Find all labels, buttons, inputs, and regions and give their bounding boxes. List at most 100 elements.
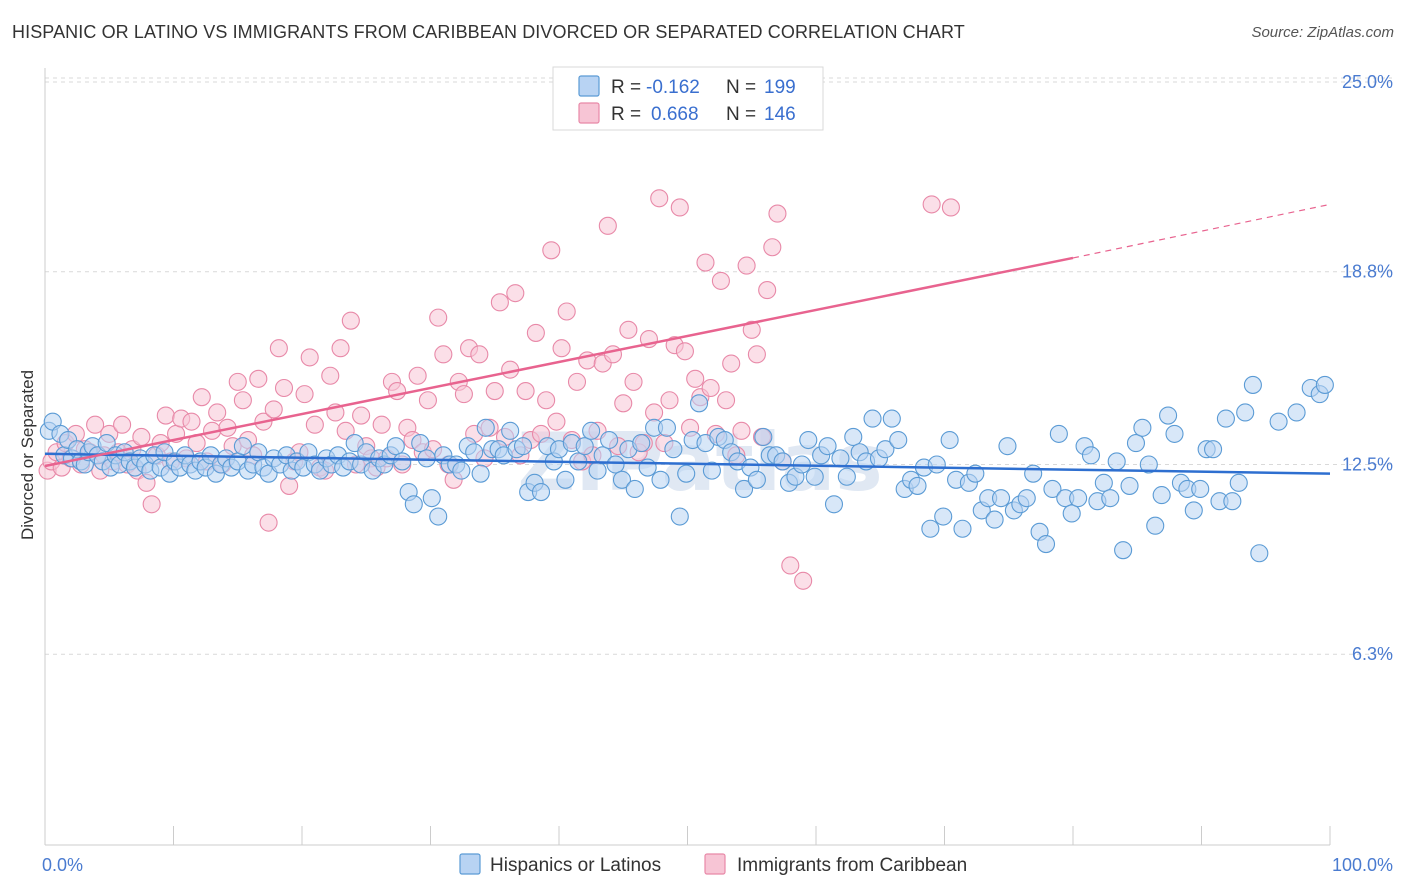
point-caribbean bbox=[670, 198, 689, 217]
point-caribbean bbox=[696, 253, 715, 272]
point-hispanic bbox=[657, 418, 676, 437]
point-caribbean bbox=[352, 406, 371, 425]
point-hispanic bbox=[1269, 412, 1288, 431]
y-axis-label: Divorced or Separated bbox=[18, 370, 37, 540]
point-caribbean bbox=[228, 372, 247, 391]
point-caribbean bbox=[156, 406, 175, 425]
point-hispanic bbox=[1204, 440, 1223, 459]
point-caribbean bbox=[758, 281, 777, 300]
point-hispanic bbox=[1114, 541, 1133, 560]
point-caribbean bbox=[192, 388, 211, 407]
point-hispanic bbox=[824, 495, 844, 514]
point-hispanic bbox=[593, 446, 612, 465]
y-tick-label-0: 6.3% bbox=[1352, 644, 1393, 664]
point-caribbean bbox=[331, 339, 350, 358]
point-caribbean bbox=[485, 382, 504, 401]
point-caribbean bbox=[768, 204, 787, 223]
point-hispanic bbox=[1133, 418, 1152, 437]
point-caribbean bbox=[747, 345, 766, 364]
point-hispanic bbox=[411, 434, 430, 453]
point-caribbean bbox=[269, 339, 288, 358]
point-hispanic bbox=[429, 507, 448, 526]
point-hispanic bbox=[908, 476, 927, 495]
point-caribbean bbox=[470, 345, 489, 364]
point-hispanic bbox=[670, 507, 689, 526]
point-caribbean bbox=[249, 369, 268, 388]
point-caribbean bbox=[274, 378, 294, 398]
legend-n-label-blue: N = bbox=[726, 77, 756, 98]
point-hispanic bbox=[1139, 455, 1158, 474]
point-hispanic bbox=[1287, 403, 1306, 422]
point-hispanic bbox=[1236, 403, 1255, 422]
point-hispanic bbox=[677, 464, 696, 483]
point-caribbean bbox=[516, 382, 535, 401]
point-caribbean bbox=[341, 311, 360, 330]
legend-n-value-pink: 146 bbox=[764, 104, 796, 125]
point-caribbean bbox=[614, 394, 633, 413]
point-caribbean bbox=[142, 495, 161, 514]
point-caribbean bbox=[941, 198, 960, 217]
point-caribbean bbox=[429, 308, 448, 327]
point-caribbean bbox=[526, 323, 545, 342]
point-caribbean bbox=[132, 427, 151, 447]
point-caribbean bbox=[567, 372, 587, 391]
point-hispanic bbox=[1049, 424, 1068, 443]
point-hispanic bbox=[612, 470, 632, 489]
legend-swatch-blue bbox=[578, 75, 600, 97]
point-hispanic bbox=[97, 434, 116, 453]
point-hispanic bbox=[1165, 424, 1184, 443]
point-hispanic bbox=[588, 461, 607, 480]
point-hispanic bbox=[582, 421, 601, 440]
point-hispanic bbox=[386, 437, 405, 456]
point-hispanic bbox=[1017, 489, 1036, 508]
point-caribbean bbox=[547, 412, 566, 431]
point-hispanic bbox=[664, 440, 683, 459]
point-hispanic bbox=[1081, 446, 1101, 465]
point-caribbean bbox=[372, 415, 391, 434]
point-hispanic bbox=[837, 467, 856, 486]
point-hispanic bbox=[991, 489, 1011, 508]
point-hispanic bbox=[476, 418, 495, 437]
point-hispanic bbox=[844, 427, 863, 447]
point-caribbean bbox=[542, 241, 561, 260]
point-caribbean bbox=[722, 354, 741, 373]
legend-r-label-pink: R = bbox=[611, 104, 641, 125]
point-hispanic bbox=[1094, 473, 1113, 492]
point-hispanic bbox=[1107, 452, 1126, 471]
trend-line-hispanic bbox=[44, 452, 1331, 475]
trend-line-caribbean-extension bbox=[1072, 203, 1331, 259]
point-caribbean bbox=[434, 345, 453, 364]
legend-n-label-pink: N = bbox=[726, 104, 756, 125]
point-hispanic bbox=[465, 443, 484, 462]
point-caribbean bbox=[264, 400, 283, 419]
point-hispanic bbox=[513, 437, 533, 456]
point-caribbean bbox=[686, 369, 705, 388]
point-hispanic bbox=[638, 458, 657, 477]
point-hispanic bbox=[1243, 375, 1262, 394]
source-label: Source: ZipAtlas.com bbox=[1251, 24, 1394, 41]
x-tick-label-1: 100.0% bbox=[1332, 855, 1393, 875]
point-caribbean bbox=[233, 391, 252, 410]
point-hispanic bbox=[233, 437, 252, 456]
point-caribbean bbox=[295, 385, 314, 404]
point-caribbean bbox=[490, 293, 509, 312]
point-hispanic bbox=[452, 461, 471, 480]
point-hispanic bbox=[734, 479, 754, 499]
point-hispanic bbox=[1152, 486, 1171, 505]
point-hispanic bbox=[1126, 434, 1146, 453]
legend-top: R = -0.162 N = 199 R = 0.668 N = 146 bbox=[552, 66, 824, 131]
point-caribbean bbox=[336, 421, 355, 440]
point-hispanic bbox=[632, 434, 651, 453]
point-caribbean bbox=[732, 421, 751, 440]
point-hispanic bbox=[556, 470, 575, 489]
point-caribbean bbox=[305, 415, 324, 434]
tick-labels: 6.3% 12.5% 18.8% 25.0% 0.0% 100.0% bbox=[42, 72, 1393, 875]
legend-r-label-blue: R = bbox=[611, 77, 641, 98]
point-caribbean bbox=[660, 391, 679, 410]
point-hispanic bbox=[531, 482, 551, 502]
point-hispanic bbox=[940, 430, 959, 450]
chart-title: HISPANIC OR LATINO VS IMMIGRANTS FROM CA… bbox=[12, 22, 965, 42]
point-caribbean bbox=[113, 415, 132, 434]
point-caribbean bbox=[675, 342, 694, 361]
